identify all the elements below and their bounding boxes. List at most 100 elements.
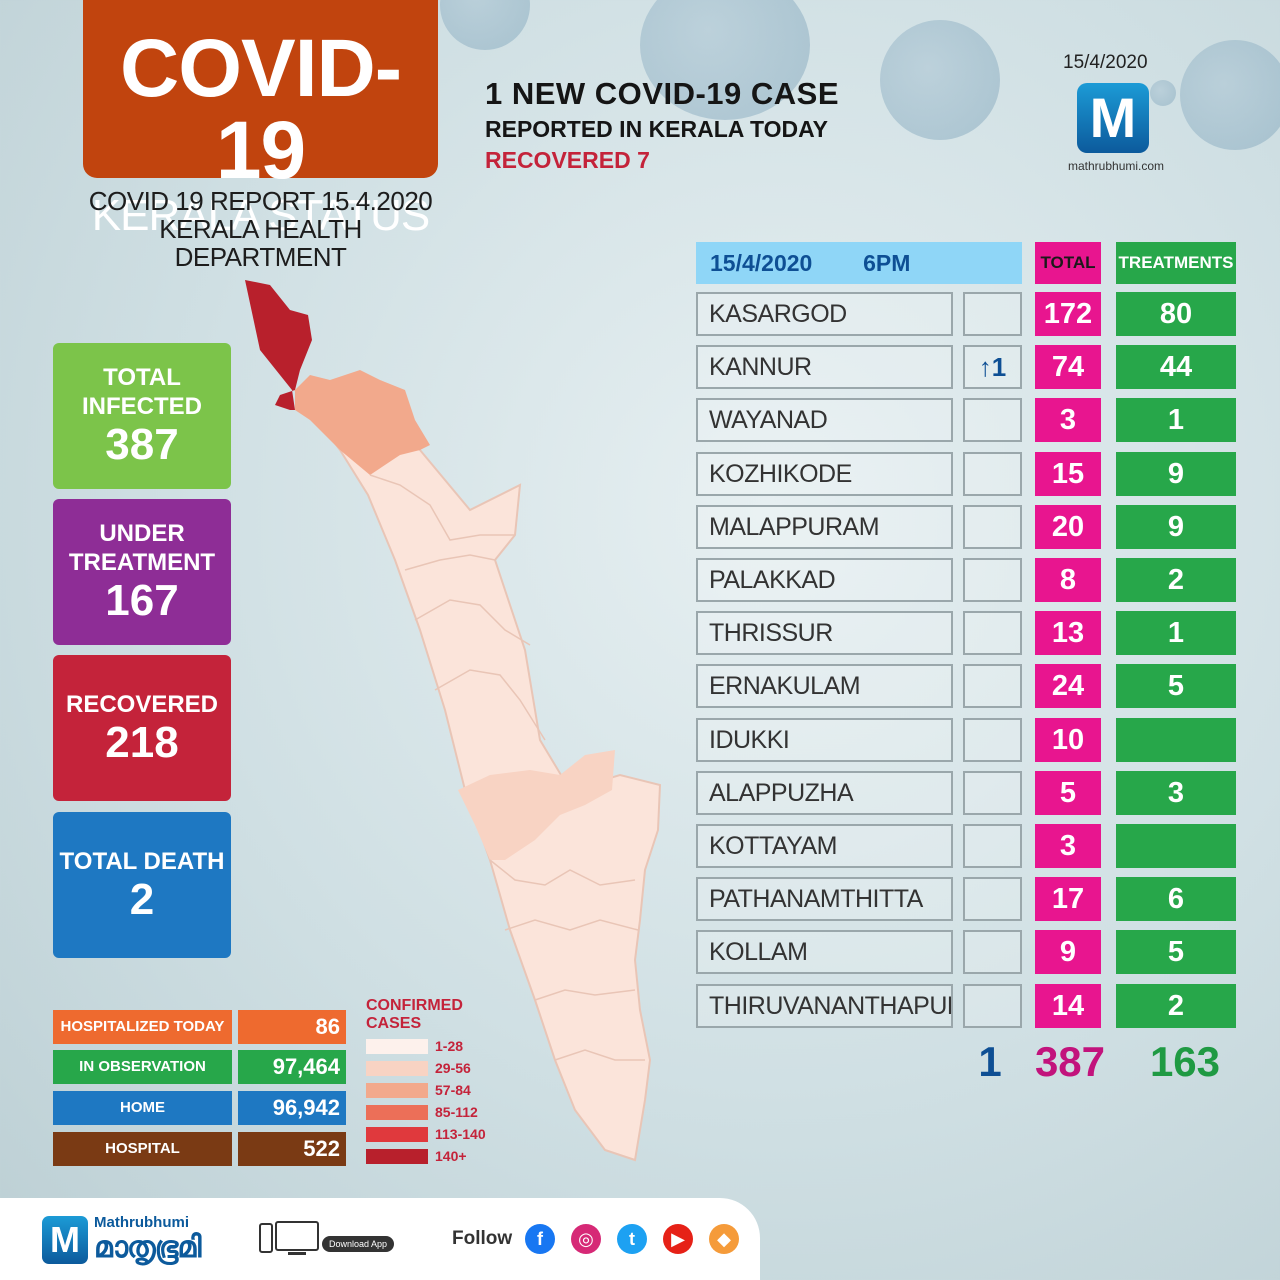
district-borders [369,474,645,1061]
district-treatments [1116,717,1236,762]
bottom-stat-value: 97,464 [238,1050,346,1084]
virus-decoration [440,0,530,50]
district-total: 17 [1035,877,1101,922]
district-total: 10 [1035,717,1101,762]
mathrubhumi-logo-icon[interactable]: M [1077,83,1149,153]
district-name: IDUKKI [696,717,953,762]
district-name: KANNUR [696,345,953,390]
district-ernakulam[interactable] [458,750,615,860]
district-new-cases [963,504,1022,549]
table-date: 15/4/2020 [710,250,813,276]
legend-label: 29-56 [435,1060,471,1076]
instagram-icon[interactable]: ◎ [571,1224,601,1254]
title-line2: KERALA STATUS [91,191,430,240]
district-name: KOLLAM [696,930,953,975]
district-total: 14 [1035,983,1101,1028]
district-kasargod[interactable] [245,280,312,410]
table-row: KASARGOD 172 80 [696,292,1236,336]
totals-total: 387 [1034,1038,1106,1085]
twitter-icon[interactable]: t [617,1224,647,1254]
virus-decoration [640,0,810,120]
download-app-button[interactable]: Download App [322,1236,394,1252]
virus-decoration [1180,40,1280,150]
table-row: IDUKKI 10 [696,717,1236,762]
bottom-stat-value: 86 [238,1010,346,1044]
table-row: KOLLAM 9 5 [696,930,1236,975]
total-infected-value: 387 [105,420,179,469]
legend-title-line1: CONFIRMED [366,997,463,1014]
kerala-map [245,280,662,1162]
district-treatments: 5 [1116,930,1236,975]
virus-decoration [1150,80,1176,106]
district-treatments: 6 [1116,877,1236,922]
footer-bar: M Mathrubhumi മാതൃഭൂമി Download App Foll… [0,1198,760,1280]
district-name: MALAPPURAM [696,504,953,549]
home-row: HOME 96,942 [53,1091,346,1125]
table-row: MALAPPURAM 20 9 [696,504,1236,549]
helo-icon[interactable]: ◆ [709,1224,739,1254]
follow-label: Follow [452,1228,513,1249]
table-row: PATHANAMTHITTA 17 6 [696,877,1236,922]
bottom-stat-label: IN OBSERVATION [53,1050,232,1084]
title-banner: COVID-19 KERALA STATUS [83,0,438,240]
bottom-stat-label: HOME [53,1091,232,1125]
facebook-icon[interactable]: f [525,1224,555,1254]
footer-logo-icon[interactable]: M [42,1216,88,1264]
district-name: KASARGOD [696,292,953,336]
table-row: ERNAKULAM 24 5 [696,664,1236,709]
footer-brand-en: Mathrubhumi [94,1214,189,1231]
district-new-cases [963,292,1022,336]
district-new-cases [963,824,1022,868]
report-source: COVID 19 REPORT 15.4.2020 KERALA HEALTH … [83,187,438,271]
district-total: 3 [1035,824,1101,868]
bottom-stat-value: 96,942 [238,1091,346,1125]
district-treatments [1116,824,1236,868]
headline-line3: RECOVERED 7 [485,147,650,173]
total-infected-label2: INFECTED [82,393,202,420]
district-total: 74 [1035,345,1101,390]
total-infected-card: TOTAL INFECTED 387 [53,343,231,489]
legend-label: 57-84 [435,1082,471,1098]
district-total: 9 [1035,930,1101,975]
district-new-cases: ↑1 [963,345,1022,390]
district-new-cases [963,983,1022,1028]
headline: 1 NEW COVID-19 CASE REPORTED IN KERALA T… [485,76,839,174]
legend-swatch [366,1105,428,1120]
district-kannur[interactable] [295,370,430,475]
totals-treatments: 163 [1149,1038,1221,1085]
district-name: KOZHIKODE [696,451,953,496]
district-new-cases [963,451,1022,496]
legend-title: CONFIRMED CASES [366,997,463,1033]
district-treatments: 5 [1116,664,1236,709]
district-treatments: 1 [1116,611,1236,656]
district-name: PALAKKAD [696,558,953,602]
legend-label: 140+ [435,1148,467,1164]
brand-date: 15/4/2020 [1063,52,1148,73]
district-total: 8 [1035,558,1101,602]
district-total: 3 [1035,398,1101,443]
brand-site: mathrubhumi.com [1068,159,1165,173]
bottom-stat-label: HOSPITAL [53,1132,232,1166]
report-line1: COVID 19 REPORT 15.4.2020 [88,186,433,216]
youtube-icon[interactable]: ▶ [663,1224,693,1254]
treatments-column-header: TREATMENTS [1116,242,1236,284]
district-name: KOTTAYAM [696,824,953,868]
district-treatments: 80 [1116,292,1236,336]
table-row: KANNUR ↑1 74 44 [696,345,1236,390]
totals-new: 1 [978,1038,1002,1085]
report-line2: KERALA HEALTH DEPARTMENT [159,214,362,272]
district-total: 172 [1035,292,1101,336]
legend-label: 85-112 [435,1104,478,1120]
district-name: PATHANAMTHITTA [696,877,953,922]
footer-brand-ml: മാതൃഭൂമി [94,1231,201,1264]
district-new-cases [963,770,1022,815]
hospitalized-today-row: HOSPITALIZED TODAY 86 [53,1010,346,1044]
table-date-header: 15/4/2020 6PM [696,242,1022,284]
kerala-outline [294,389,662,1162]
table-time: 6PM [863,250,911,276]
district-new-cases [963,877,1022,922]
legend-swatch [366,1149,428,1164]
district-treatments: 44 [1116,345,1236,390]
total-death-card: TOTAL DEATH 2 [53,812,231,958]
under-treatment-card: UNDER TREATMENT 167 [53,499,231,645]
